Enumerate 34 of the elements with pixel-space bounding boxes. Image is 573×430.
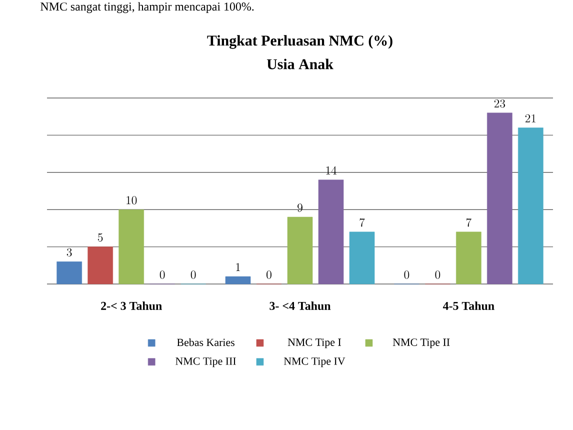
bar [118,209,144,284]
legend-label: NMC Tipe IV [284,357,346,368]
data-label: 5 [98,233,103,242]
legend-label: Bebas Karies [177,338,234,346]
bar [456,232,482,284]
data-label: 0 [404,270,410,279]
bar [56,262,82,284]
data-label: 0 [266,270,272,279]
data-label: 10 [126,196,137,204]
x-tick-label: 4-5 Tahun [442,302,494,310]
bar [318,180,344,284]
data-label: 0 [435,270,440,279]
legend-label: NMC Tipe II [392,338,450,348]
bar [487,112,512,284]
bar [518,128,544,284]
x-tick-label: 2-< 3 Tahun [101,302,162,310]
x-tick-label: 3- <4 Tahun [270,302,331,310]
chart-subtitle: Usia Anak [266,58,334,70]
data-label: 3 [66,248,72,256]
bar [349,232,375,284]
data-label: 21 [525,114,536,122]
data-label: 1 [236,263,240,272]
bar [287,216,313,284]
data-label: 0 [190,270,196,279]
legend-label: NMC Tipe I [288,338,341,348]
chart-title: Tingkat Perluasan NMC (%) [207,35,392,49]
text: NMC sangat tinggi, hampir mencapai 100%. [40,2,254,14]
data-label: 23 [494,99,506,108]
data-label: 7 [466,218,472,227]
legend-label: NMC Tipe III [176,357,236,368]
bar [225,276,251,284]
data-label: 7 [360,218,365,227]
data-label: 0 [160,270,165,279]
bar [88,246,113,284]
